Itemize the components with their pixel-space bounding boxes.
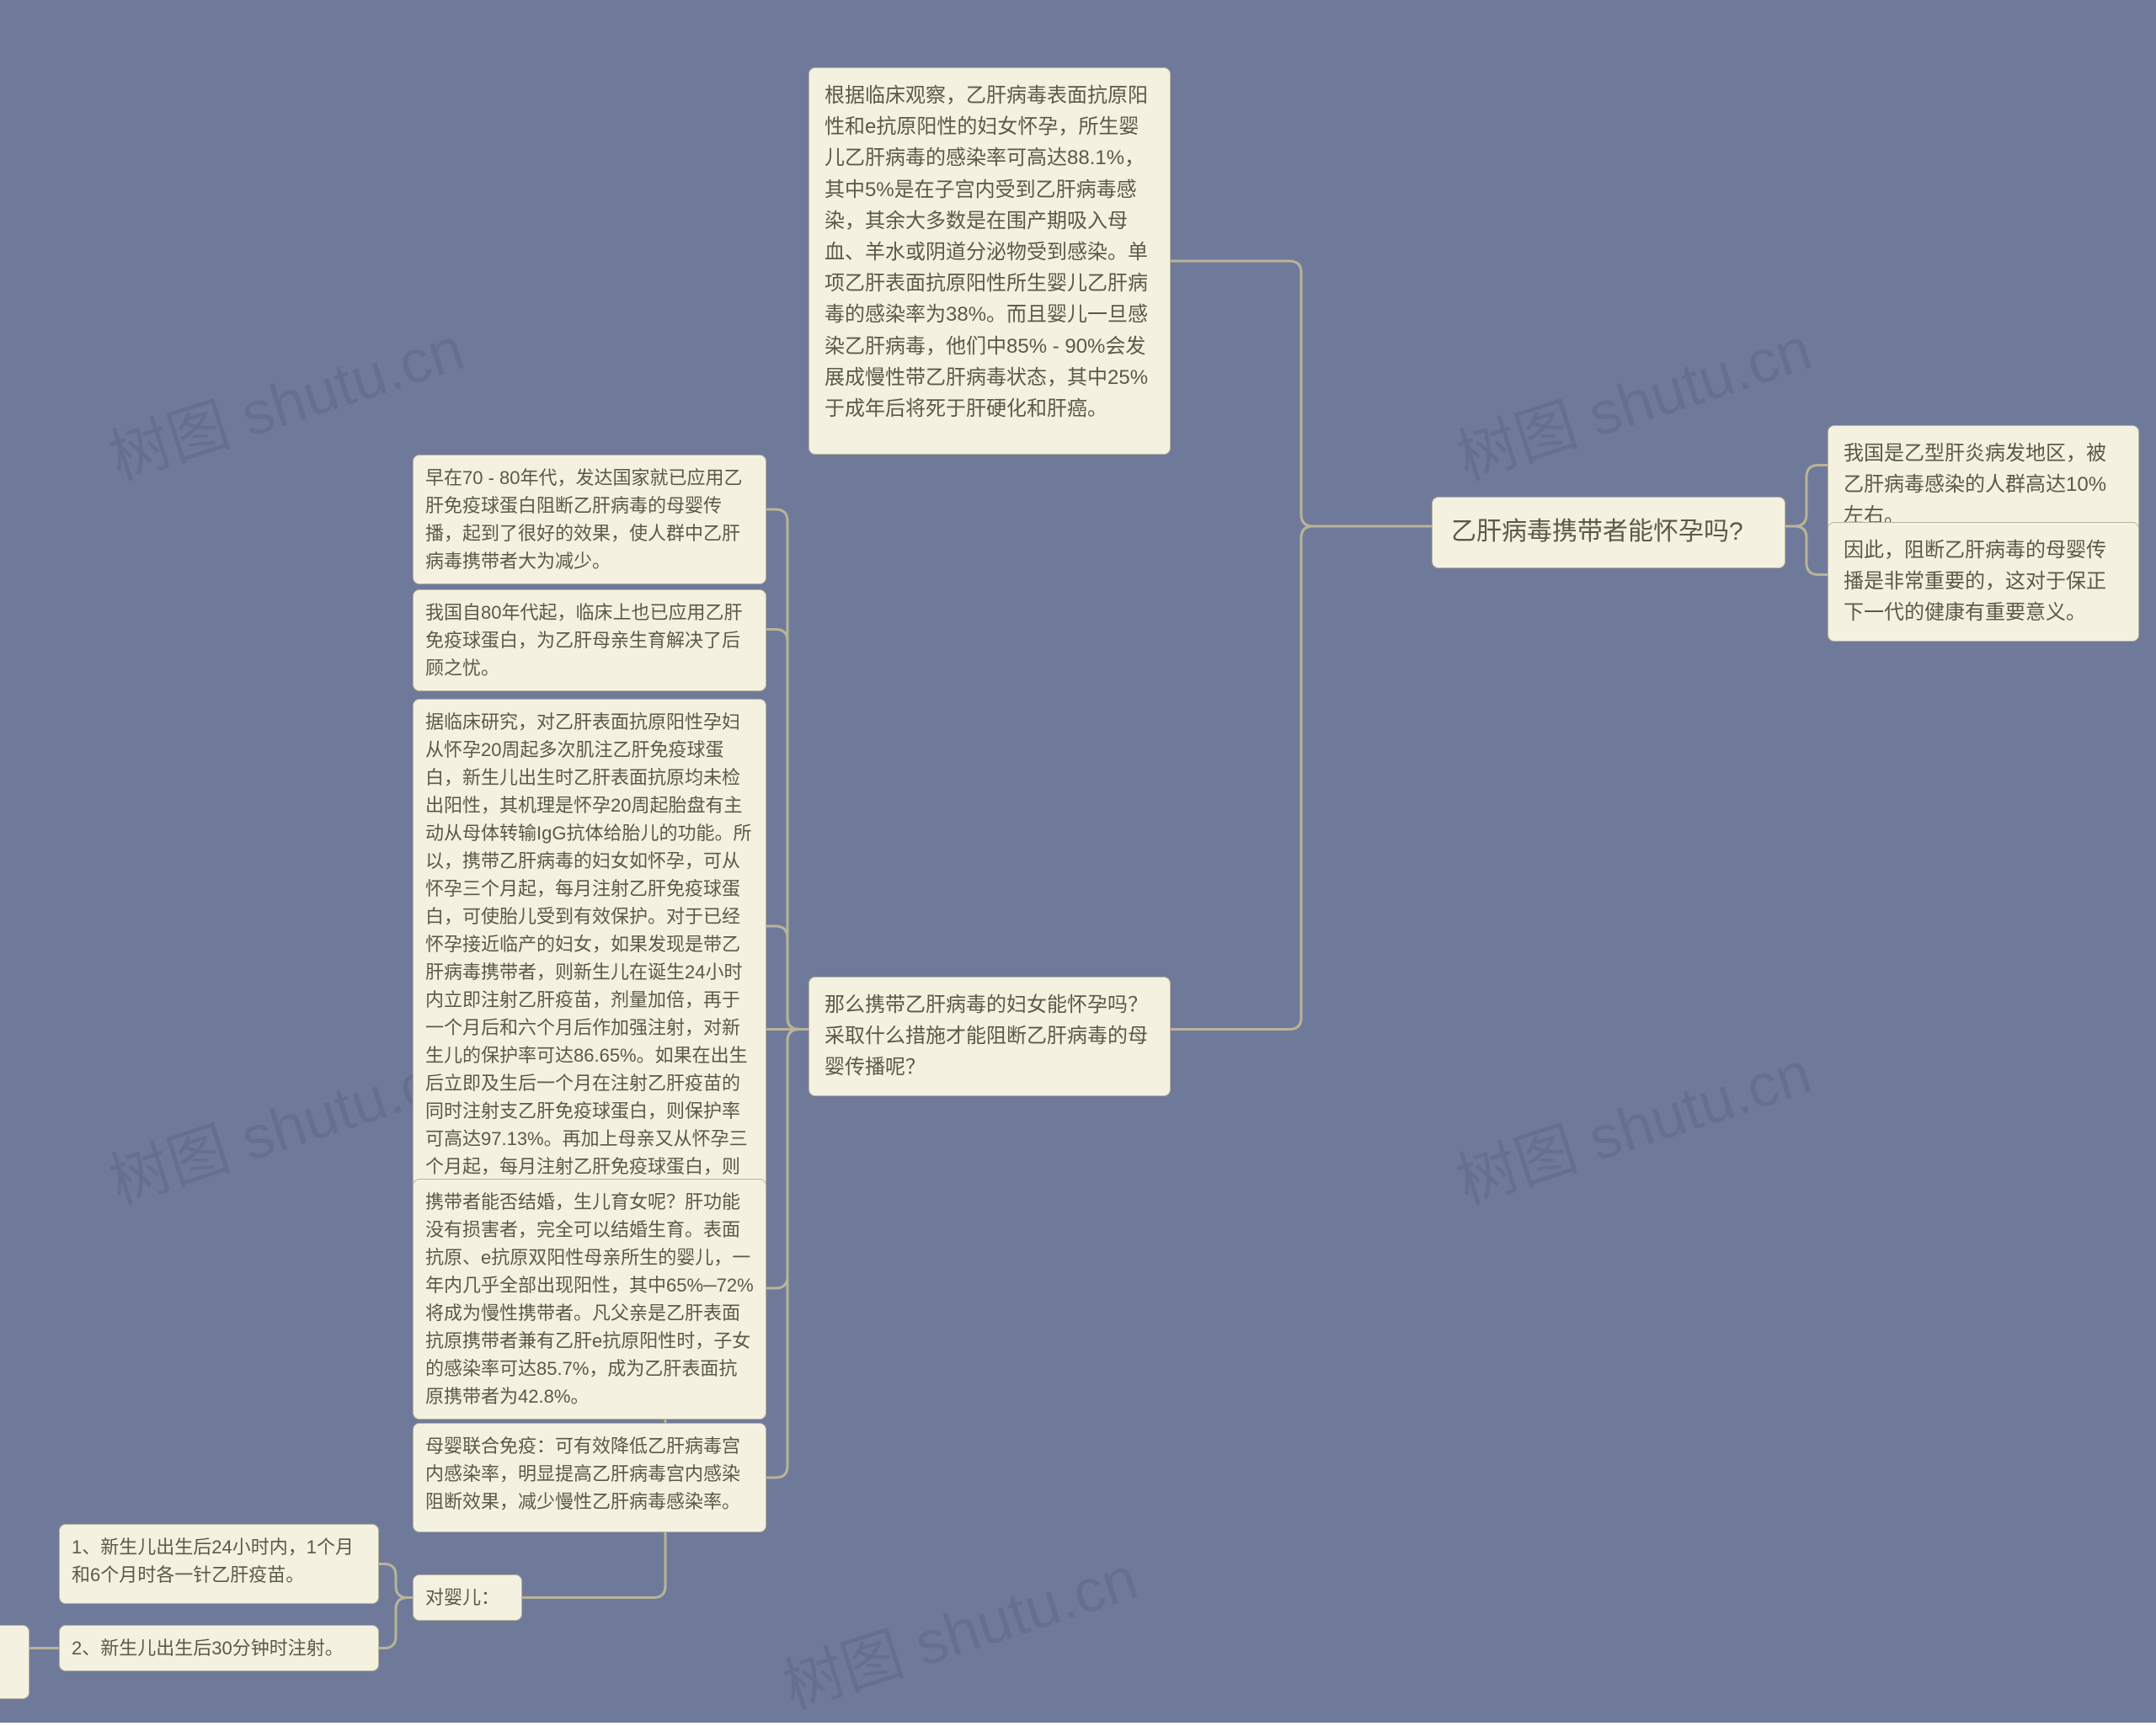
leaf-node[interactable]: 对孕妇：在孕期的第三～十月各一针HBIg。 bbox=[0, 1625, 29, 1699]
child-node-left[interactable]: 根据临床观察，乙肝病毒表面抗原阳性和e抗原阳性的妇女怀孕，所生婴儿乙肝病毒的感染… bbox=[808, 67, 1171, 455]
grandchild-node[interactable]: 携带者能否结婚，生儿育女呢？肝功能没有损害者，完全可以结婚生育。表面抗原、e抗原… bbox=[413, 1179, 766, 1420]
root-node[interactable]: 乙肝病毒携带者能怀孕吗? bbox=[1432, 497, 1785, 568]
grandchild-node[interactable]: 据临床研究，对乙肝表面抗原阳性孕妇从怀孕20周起多次肌注乙肝免疫球蛋白，新生儿出… bbox=[413, 699, 766, 1217]
child-node-right[interactable]: 因此，阻断乙肝病毒的母婴传播是非常重要的，这对于保正下一代的健康有重要意义。 bbox=[1828, 522, 2139, 642]
leaf-node[interactable]: 2、新生儿出生后30分钟时注射。 bbox=[59, 1625, 379, 1671]
leaf-node[interactable]: 1、新生儿出生后24小时内，1个月和6个月时各一针乙肝疫苗。 bbox=[59, 1524, 379, 1604]
grandchild-node[interactable]: 我国自80年代起，临床上也已应用乙肝免疫球蛋白，为乙肝母亲生育解决了后顾之忧。 bbox=[413, 589, 766, 691]
grandchild-node[interactable]: 对婴儿： bbox=[413, 1574, 522, 1621]
grandchild-node[interactable]: 母婴联合免疫：可有效降低乙肝病毒宫内感染率，明显提高乙肝病毒宫内感染阻断效果，减… bbox=[413, 1423, 766, 1532]
child-node-left[interactable]: 那么携带乙肝病毒的妇女能怀孕吗？采取什么措施才能阻断乙肝病毒的母婴传播呢？ bbox=[808, 977, 1171, 1096]
grandchild-node[interactable]: 早在70 - 80年代，发达国家就已应用乙肝免疫球蛋白阻断乙肝病毒的母婴传播，起… bbox=[413, 455, 766, 584]
